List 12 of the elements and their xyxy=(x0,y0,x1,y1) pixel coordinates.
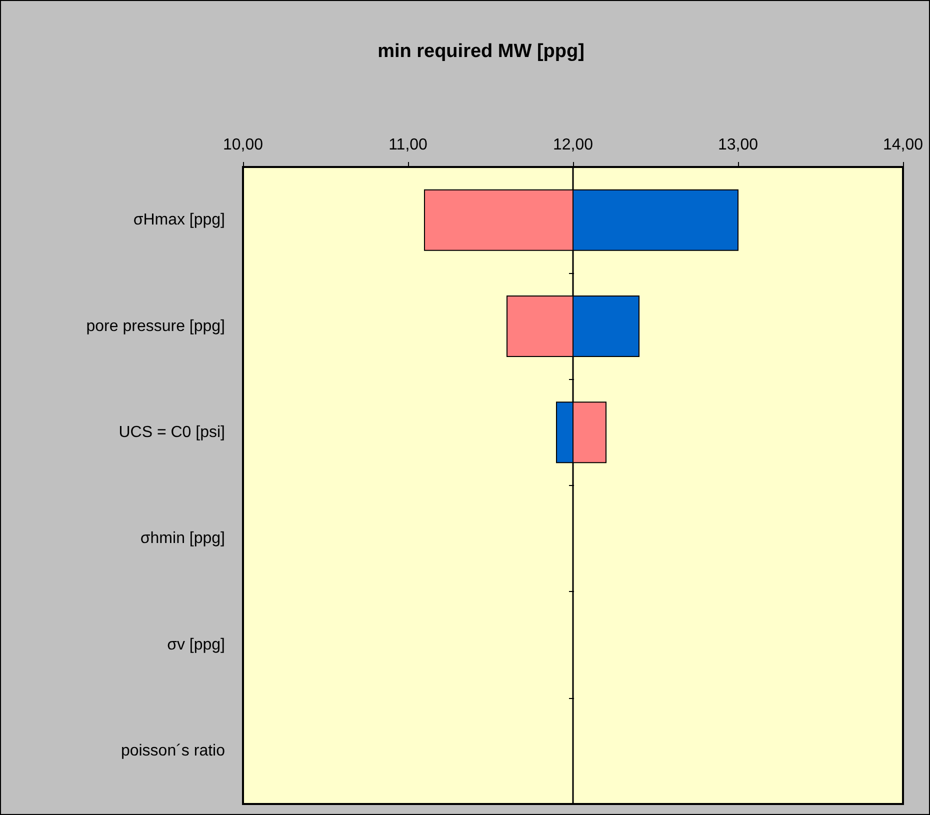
y-tick-label: σhmin [ppg] xyxy=(140,530,225,548)
x-tick-label: 14,00 xyxy=(882,136,924,154)
y-tick-label: UCS = C0 [psi] xyxy=(118,424,225,441)
y-tick-label: σHmax [ppg] xyxy=(133,212,225,229)
y-tick-label: σv [ppg] xyxy=(167,636,225,654)
x-tick-label: 11,00 xyxy=(388,136,428,154)
y-tick-label: pore pressure [ppg] xyxy=(86,318,225,335)
x-tick-label: 13,00 xyxy=(718,136,758,154)
chart-title: min required MW [ppg] xyxy=(378,41,584,62)
x-tick-label: 12,00 xyxy=(552,136,594,154)
y-tick-label: poisson´s ratio xyxy=(120,742,226,760)
x-tick-label: 10,00 xyxy=(222,136,264,154)
